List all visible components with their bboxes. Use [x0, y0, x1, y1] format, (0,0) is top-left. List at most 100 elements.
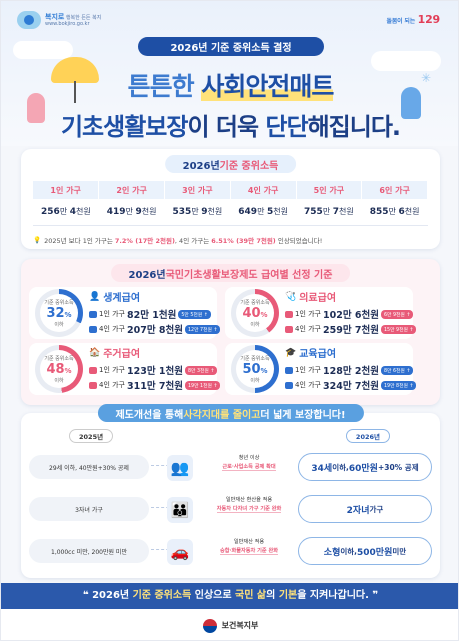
logo-sub: 행복한 든든 복지	[65, 14, 102, 21]
ring-below: 이하	[250, 321, 260, 328]
median-income-pill: 2026년 기준 중위소득	[164, 155, 297, 173]
benefit-line-4person: 4인 가구 207만 8천원 12만 7천원 ↑	[89, 322, 221, 336]
slogan-e: 의	[266, 590, 279, 601]
ministry-logo[interactable]: 보건복지부	[1, 609, 458, 640]
increase-tag: 12만 7천원 ↑	[184, 324, 221, 334]
value-big2: 6	[398, 207, 405, 218]
value-big: 419	[106, 207, 126, 218]
reform-desc-1: 청년 이상	[238, 455, 260, 461]
benefit-pill-label: 국민기초생활보장제도 급여별 선정 기준	[165, 269, 333, 281]
reform-desc-2: 근로·사업소득 공제 확대	[222, 463, 276, 471]
increase-tag: 6만 9천원 ↑	[380, 309, 414, 319]
slogan-f: 기본	[278, 590, 298, 601]
value-unit2: 천원	[338, 207, 354, 217]
line-label: 1인 가구	[295, 310, 321, 318]
benefit-line-1person: 1인 가구 102만 6천원 6만 9천원 ↑	[285, 307, 414, 321]
ring-label: 기준 중위소득	[240, 355, 270, 362]
note-part-a: 2025년 보다 1인 가구는	[44, 237, 115, 245]
ring-below: 이하	[54, 321, 64, 328]
umbrella-illustration	[51, 57, 99, 103]
value-big: 755	[304, 207, 323, 218]
reform-new-value: 34세 이하, 60만원 +30% 공제	[298, 453, 432, 481]
line-label: 4인 가구	[295, 381, 321, 389]
median-income-value: 755만 7천원	[296, 199, 362, 226]
benefit-title: 🎓 교육급여	[285, 347, 337, 361]
benefit-box: 기준 중위소득 32% 이하 👤 생계급여 1인 가구 82만 1천원 5만 5천원 ↑ 4인 …	[29, 287, 221, 339]
note-part-e: 인상되었습니다!	[275, 237, 323, 245]
ring-percent: 32%	[46, 305, 72, 321]
benefit-pill-year: 2026년	[128, 269, 166, 281]
ring-below: 이하	[250, 377, 260, 384]
ring-label: 기준 중위소득	[44, 299, 74, 306]
median-income-value: 855만 6천원	[361, 199, 428, 226]
value-big: 649	[238, 207, 258, 218]
headline-line1-pre: 튼튼한	[127, 72, 202, 101]
hotline-label: 돌봄이 되는	[386, 18, 416, 25]
school-icon: 🎓	[285, 347, 297, 358]
taegeuk-icon	[202, 618, 217, 633]
median-income-pill-year: 2026년	[182, 160, 220, 172]
ring-percent: 48%	[46, 361, 72, 377]
note-part-b: 7.2% (17만 2천원)	[114, 237, 175, 245]
household-icon	[285, 366, 293, 374]
line-amount: 123만 1천원	[127, 366, 183, 377]
increase-tag: 19만 1천원 ↑	[184, 380, 221, 390]
increase-tag: 8만 3천원 ↑	[184, 365, 218, 375]
reform-pill-c: 더 넓게 보장합니다!	[260, 409, 346, 421]
reform-pill-b: 사각지대를 줄이고	[183, 409, 261, 421]
value-unit2: 천원	[207, 207, 223, 217]
value-big2: 9	[135, 207, 142, 218]
person-icon: 👤	[89, 291, 101, 302]
benefit-line-1person: 1인 가구 123만 1천원 8만 3천원 ↑	[89, 363, 218, 377]
reform-change: 👪 일반재산 환산율 적용 자동차 다자녀 가구 기준 완화	[167, 495, 297, 525]
value-big2: 9	[201, 207, 208, 218]
median-income-value: 535만 9천원	[164, 199, 231, 226]
ring-label: 기준 중위소득	[240, 299, 270, 306]
logo-name: 복지로	[45, 12, 65, 21]
reform-illustration-icon: 👥	[167, 455, 193, 481]
benefit-title: 🩺 의료급여	[285, 291, 337, 305]
median-income-value: 649만 5천원	[230, 199, 296, 226]
median-income-pill-label: 기준 중위소득	[219, 160, 279, 172]
median-income-card: 2026년 기준 중위소득 1인 가구 2인 가구 3인 가구 4인 가구 5인 가구 6…	[21, 149, 440, 249]
note-part-d: 6.51% (39만 7천원)	[211, 237, 276, 245]
value-unit2: 천원	[404, 207, 420, 217]
bokjiro-logo-icon	[17, 11, 41, 29]
medical-icon: 🩺	[285, 291, 297, 302]
median-income-value: 419만 9천원	[98, 199, 165, 226]
headline-line2: 기초생활보장이 더욱 단단해집니다.	[1, 107, 458, 142]
bokjiro-logo[interactable]: 복지로 행복한 든든 복지 www.bokjiro.go.kr	[17, 11, 101, 29]
reform-row: 1,000cc 미만, 200만원 미만 🚗 일반재산 적용 승합·화물자동차 기준 …	[29, 531, 432, 571]
line-label: 1인 가구	[99, 366, 125, 374]
line-amount: 102만 6천원	[323, 310, 379, 321]
headline-pill: 2026년 기준 중위소득 결정	[138, 37, 324, 56]
slogan-c: 인상으로	[191, 590, 236, 601]
year-2025-label: 2025년	[69, 429, 114, 443]
line-label: 4인 가구	[295, 325, 321, 333]
footer: ❝ 2026년 기준 중위소득 인상으로 국민 삶의 기본을 지켜나갑니다. ❞…	[1, 583, 458, 640]
household-size-header: 1인 가구	[33, 181, 100, 199]
reform-row: 29세 이하, 40만원+30% 공제 👥 청년 이상 근로·사업소득 공제 확대 34…	[29, 447, 432, 487]
household-icon	[89, 366, 97, 374]
headline-line2-d: 해집니다.	[307, 113, 401, 141]
line-label: 4인 가구	[99, 325, 125, 333]
reform-new-value: 2자녀 가구	[298, 495, 432, 523]
household-size-header: 3인 가구	[164, 181, 231, 199]
ring-percent: 40%	[242, 305, 268, 321]
line-label: 4인 가구	[99, 381, 125, 389]
reform-illustration-icon: 🚗	[167, 539, 193, 565]
benefit-criteria-card: 2026년 국민기초생활보장제도 급여별 선정 기준 기준 중위소득 32% 이하 👤…	[21, 259, 440, 405]
slogan-d: 국민 삶	[235, 590, 267, 601]
note-part-c: , 4인 가구는	[174, 237, 212, 245]
median-income-table: 1인 가구 2인 가구 3인 가구 4인 가구 5인 가구 6인 가구 256만 4천원 4…	[33, 181, 428, 226]
reform-new-value: 소형 이하, 500만원 미만	[298, 537, 432, 565]
hotline-129-logo[interactable]: 돌봄이 되는 129	[386, 13, 441, 26]
threshold-ring: 기준 중위소득 48% 이하	[35, 345, 83, 393]
value-unit: 만	[388, 207, 399, 217]
reform-desc-1: 일반재산 적용	[233, 539, 265, 545]
value-unit: 만	[59, 207, 70, 217]
value-unit: 만	[322, 207, 333, 217]
reform-illustration-icon: 👪	[167, 497, 193, 523]
value-big: 535	[172, 207, 192, 218]
